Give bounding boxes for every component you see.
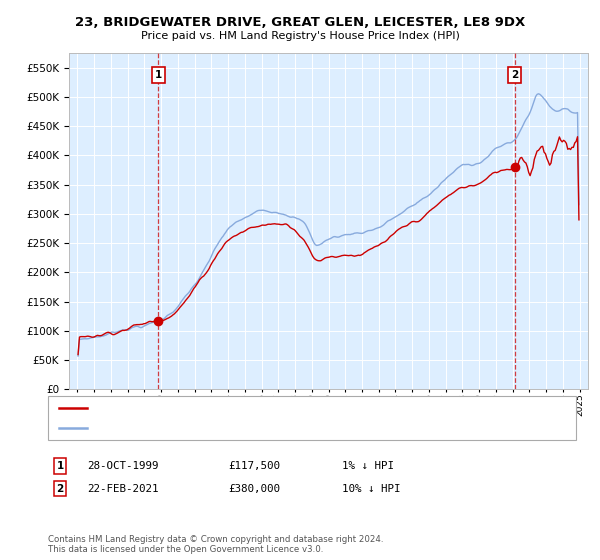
Text: £117,500: £117,500	[228, 461, 280, 471]
Text: £380,000: £380,000	[228, 484, 280, 494]
Text: 2: 2	[511, 70, 518, 80]
Text: Price paid vs. HM Land Registry's House Price Index (HPI): Price paid vs. HM Land Registry's House …	[140, 31, 460, 41]
Text: 10% ↓ HPI: 10% ↓ HPI	[342, 484, 401, 494]
Text: Contains HM Land Registry data © Crown copyright and database right 2024.
This d: Contains HM Land Registry data © Crown c…	[48, 535, 383, 554]
Text: 1: 1	[155, 70, 162, 80]
Text: 2: 2	[56, 484, 64, 494]
Text: 23, BRIDGEWATER DRIVE, GREAT GLEN, LEICESTER, LE8 9DX: 23, BRIDGEWATER DRIVE, GREAT GLEN, LEICE…	[75, 16, 525, 29]
Text: 1% ↓ HPI: 1% ↓ HPI	[342, 461, 394, 471]
Text: HPI: Average price, detached house, Harborough: HPI: Average price, detached house, Harb…	[92, 423, 331, 433]
Text: 1: 1	[56, 461, 64, 471]
Text: 28-OCT-1999: 28-OCT-1999	[87, 461, 158, 471]
Text: 22-FEB-2021: 22-FEB-2021	[87, 484, 158, 494]
Text: 23, BRIDGEWATER DRIVE, GREAT GLEN, LEICESTER, LE8 9DX (detached house): 23, BRIDGEWATER DRIVE, GREAT GLEN, LEICE…	[92, 403, 479, 413]
